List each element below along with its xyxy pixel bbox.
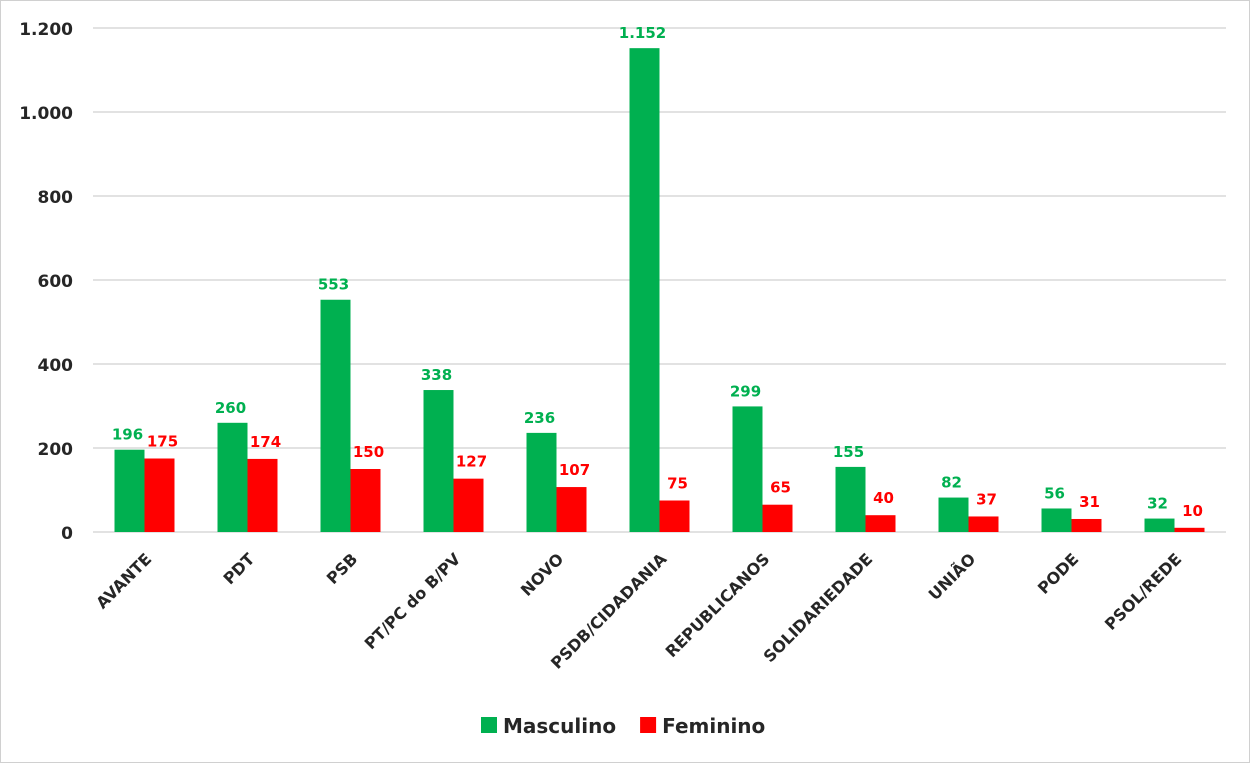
- legend-label-feminino: Feminino: [662, 714, 765, 738]
- legend-label-masculino: Masculino: [503, 714, 616, 738]
- data-label-feminino: 75: [667, 475, 688, 493]
- data-label-feminino: 174: [250, 433, 281, 451]
- bar-masculino: [1041, 508, 1072, 532]
- x-tick-label: PODE: [1034, 549, 1082, 597]
- data-label-masculino: 1.152: [619, 24, 666, 42]
- data-label-feminino: 127: [456, 453, 487, 471]
- x-tick-label: PSB: [323, 549, 362, 588]
- bar-masculino: [526, 432, 557, 532]
- x-tick-label: SOLIDARIEDADE: [760, 549, 877, 666]
- bar-masculino: [629, 48, 660, 532]
- y-tick-label: 1.000: [19, 104, 73, 124]
- x-tick-label: NOVO: [517, 549, 567, 599]
- data-label-feminino: 150: [353, 443, 384, 461]
- bar-feminino: [247, 458, 278, 532]
- y-tick-label: 800: [38, 188, 74, 208]
- data-label-feminino: 10: [1182, 502, 1203, 520]
- data-label-masculino: 155: [833, 443, 864, 461]
- bar-masculino: [320, 299, 351, 532]
- data-label-feminino: 37: [976, 490, 997, 508]
- legend-swatch-masculino: [481, 717, 497, 733]
- x-tick-label: REPUBLICANOS: [662, 549, 774, 661]
- bar-feminino: [865, 515, 896, 532]
- data-label-masculino: 196: [112, 426, 143, 444]
- x-tick-label: PSDB/CIDADANIA: [547, 549, 671, 673]
- bar-masculino: [114, 449, 145, 532]
- bar-feminino: [1174, 527, 1205, 532]
- data-label-masculino: 338: [421, 366, 452, 384]
- x-tick-label: PT/PC do B/PV: [361, 549, 465, 653]
- x-tick-label: UNIÃO: [925, 549, 980, 604]
- bar-masculino: [423, 390, 454, 532]
- bar-masculino: [732, 406, 763, 532]
- bar-feminino: [350, 469, 381, 532]
- data-label-feminino: 40: [873, 489, 894, 507]
- data-label-masculino: 56: [1044, 484, 1065, 502]
- bar-feminino: [453, 478, 484, 532]
- data-label-feminino: 175: [147, 433, 178, 451]
- bar-feminino: [968, 516, 999, 532]
- x-tick-label: AVANTE: [92, 549, 155, 612]
- y-tick-label: 0: [61, 524, 73, 544]
- legend-swatch-feminino: [640, 717, 657, 733]
- bar-masculino: [835, 466, 866, 532]
- x-tick-label: PDT: [219, 549, 258, 588]
- y-tick-label: 600: [38, 272, 74, 292]
- data-label-masculino: 260: [215, 399, 246, 417]
- data-label-masculino: 32: [1147, 495, 1168, 513]
- data-label-masculino: 553: [318, 276, 349, 294]
- data-label-masculino: 236: [524, 409, 555, 427]
- bar-masculino: [217, 422, 248, 532]
- data-label-feminino: 65: [770, 479, 791, 497]
- bar-feminino: [556, 487, 587, 532]
- data-label-feminino: 31: [1079, 493, 1100, 511]
- y-tick-label: 200: [38, 440, 74, 460]
- data-label-feminino: 107: [559, 461, 590, 479]
- y-tick-label: 400: [38, 356, 74, 376]
- bar-feminino: [144, 458, 175, 532]
- bar-masculino: [938, 497, 969, 532]
- data-label-masculino: 299: [730, 382, 761, 400]
- x-tick-label: PSOL/REDE: [1101, 549, 1185, 633]
- bar-feminino: [659, 500, 690, 532]
- bar-masculino: [1144, 518, 1175, 532]
- bar-feminino: [1071, 518, 1102, 532]
- data-label-masculino: 82: [941, 474, 962, 492]
- y-tick-label: 1.200: [19, 20, 73, 40]
- bar-feminino: [762, 504, 793, 532]
